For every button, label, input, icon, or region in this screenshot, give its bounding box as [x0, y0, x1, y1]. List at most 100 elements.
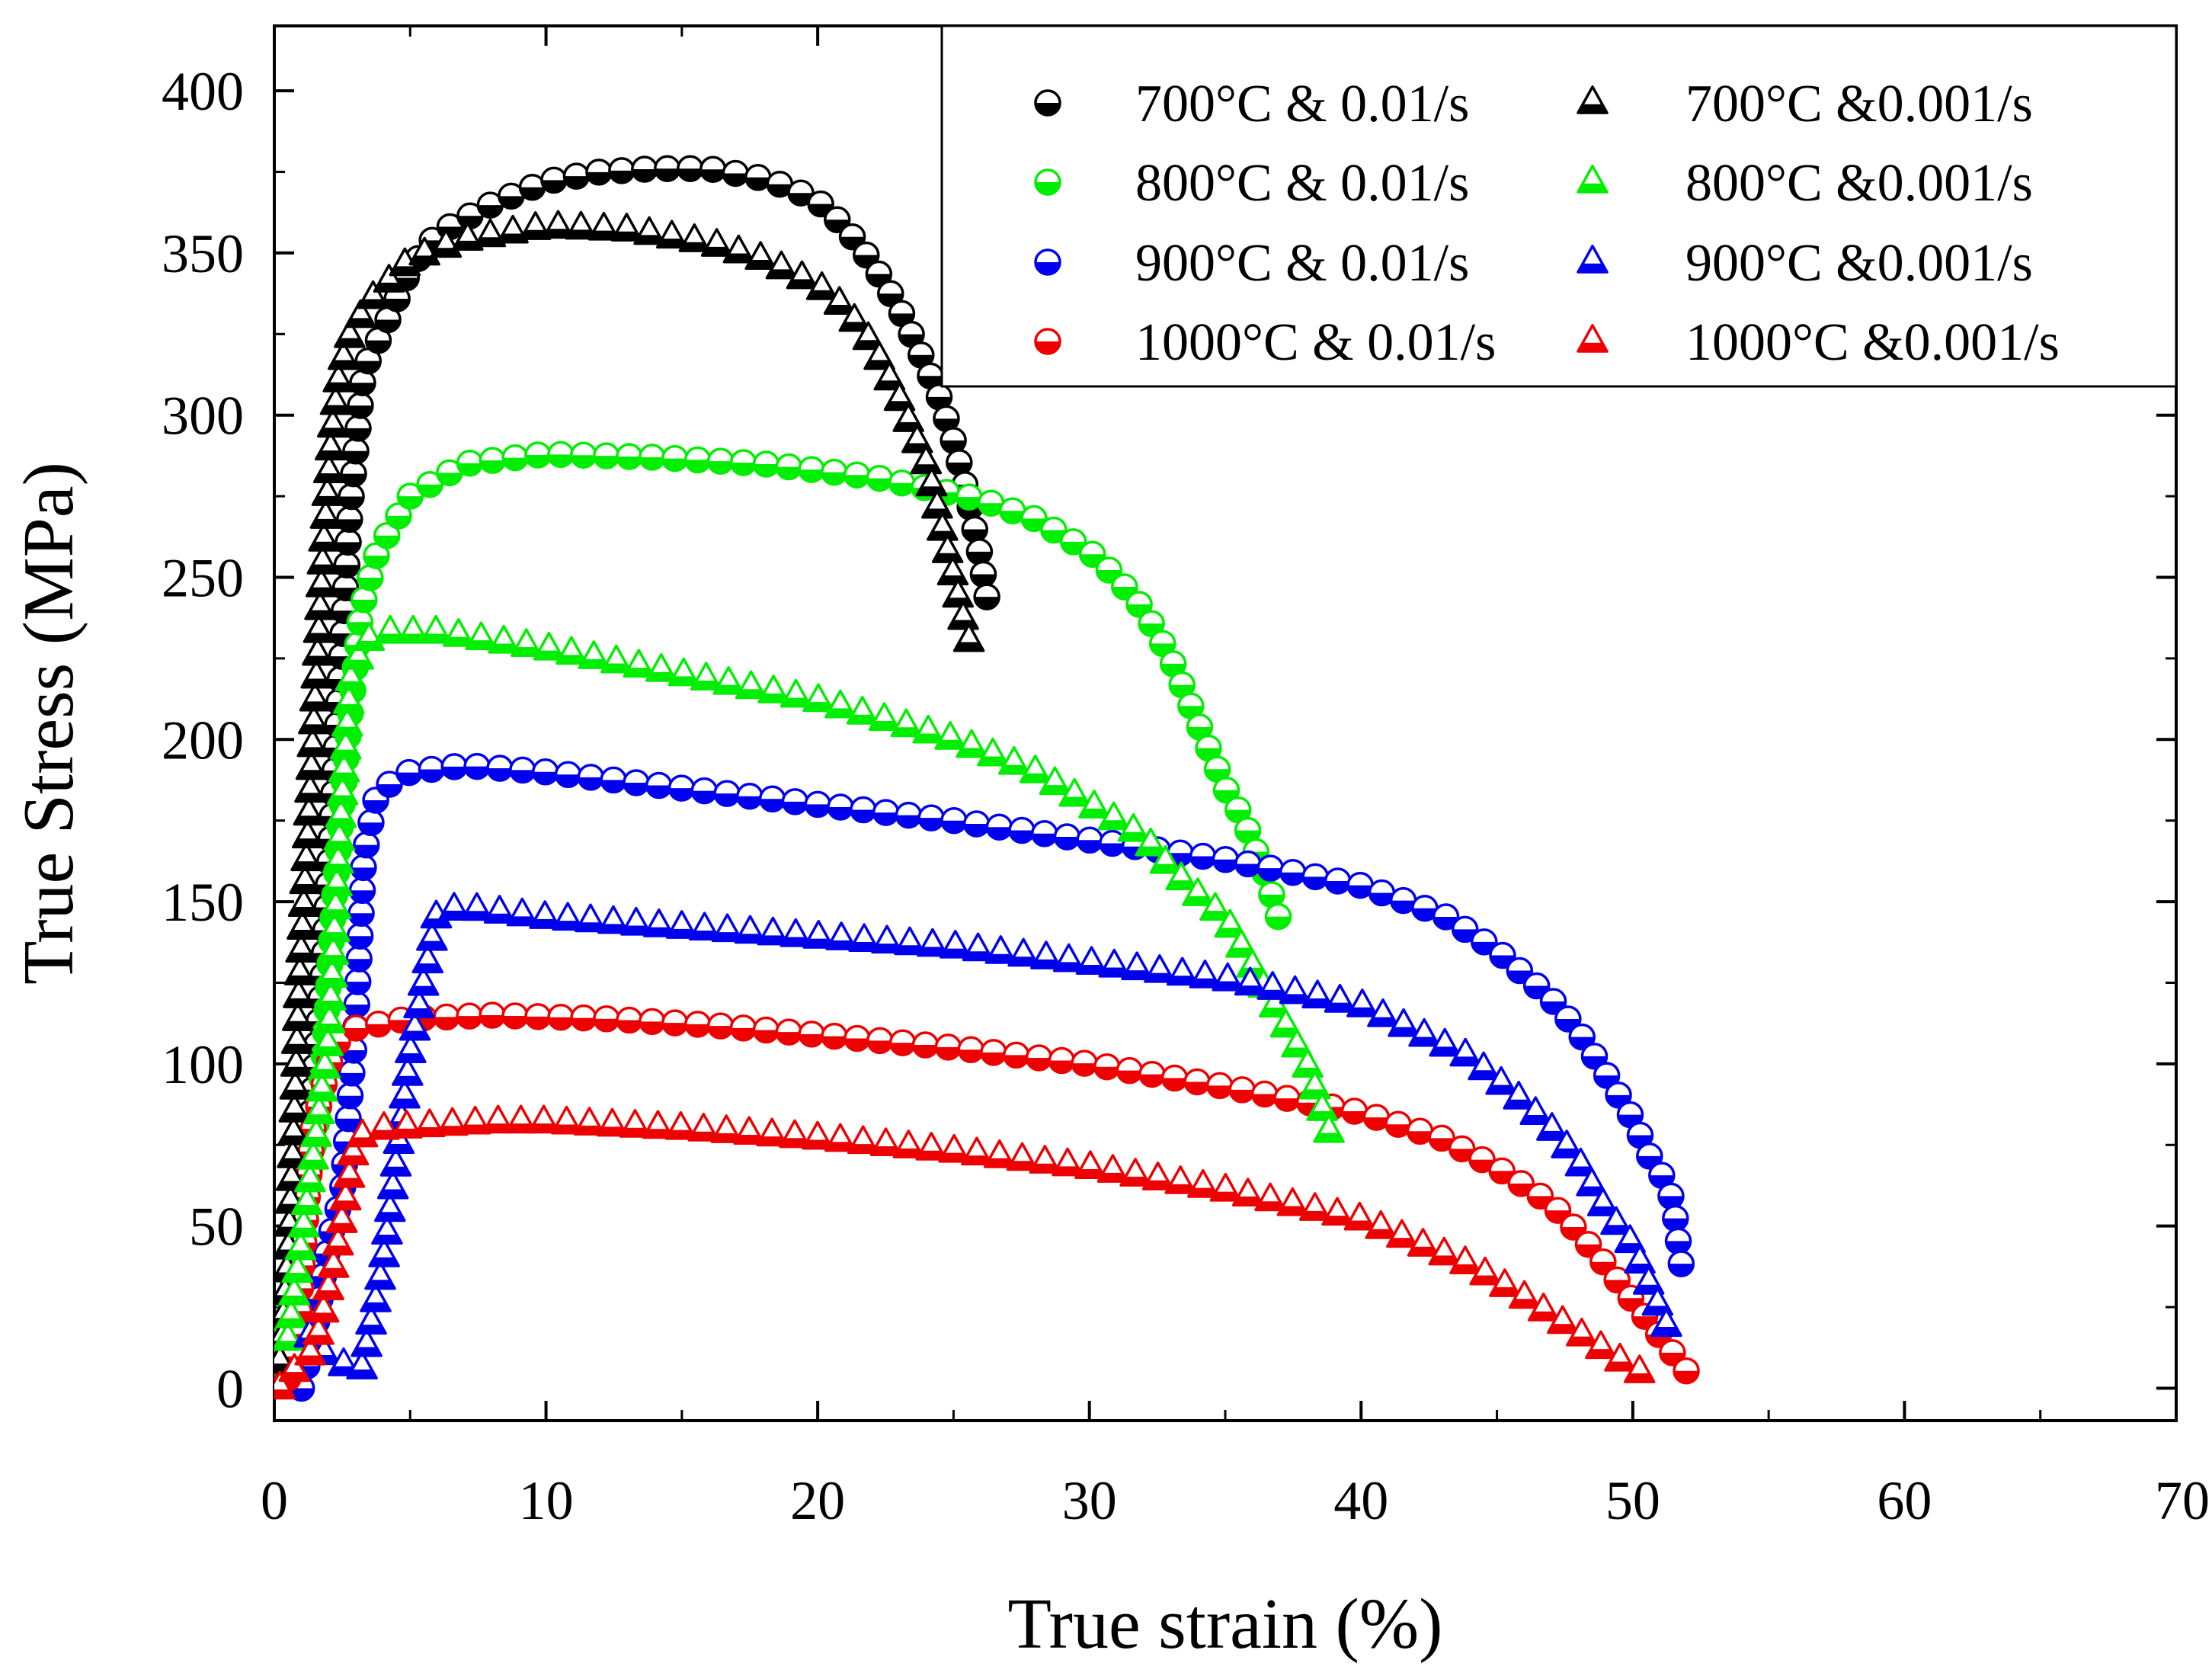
data-point: [319, 386, 352, 415]
data-point: [687, 1113, 720, 1142]
data-point: [802, 920, 835, 949]
y-tick-label: 300: [162, 386, 244, 447]
data-point: [1144, 953, 1176, 983]
data-point: [418, 755, 446, 783]
data-point: [342, 437, 370, 465]
data-point: [805, 271, 838, 300]
data-point: [407, 966, 440, 996]
data-point: [1234, 850, 1262, 878]
data-point: [411, 944, 444, 974]
data-point: [357, 280, 389, 309]
data-point: [368, 1110, 400, 1140]
data-point: [1093, 1053, 1121, 1081]
data-point: [555, 636, 587, 665]
data-point: [504, 1104, 537, 1134]
data-point: [866, 464, 894, 492]
data-point: [610, 213, 643, 242]
data-point: [397, 614, 429, 644]
data-point: [519, 211, 552, 240]
data-point: [1298, 1070, 1331, 1100]
data-point: [1321, 1197, 1353, 1226]
data-point: [344, 415, 372, 442]
legend-marker: [1034, 328, 1061, 355]
data-point: [287, 911, 319, 940]
data-point: [509, 756, 536, 784]
data-point: [1264, 902, 1292, 931]
data-point: [1187, 1169, 1219, 1198]
data-point: [1203, 755, 1231, 783]
data-point: [479, 1001, 506, 1029]
data-point: [334, 319, 366, 348]
data-point: [373, 264, 405, 293]
series-1: [274, 155, 1000, 1376]
data-point: [456, 449, 484, 477]
data-point: [962, 932, 994, 962]
data-point: [349, 369, 376, 396]
data-point: [547, 441, 575, 469]
data-point: [1298, 1192, 1331, 1221]
data-point: [315, 982, 347, 1011]
data-point: [287, 888, 320, 918]
legend-label: 1000°C & 0.01/s: [1135, 313, 1496, 372]
data-point: [443, 618, 475, 647]
data-point: [1468, 1146, 1496, 1174]
data-point: [383, 285, 411, 312]
data-point: [321, 867, 353, 897]
data-point: [775, 1018, 803, 1046]
data-point: [376, 1170, 409, 1200]
legend-marker: [1034, 248, 1061, 276]
data-point: [353, 831, 380, 859]
data-point: [838, 303, 871, 332]
data-point: [908, 341, 935, 369]
data-point: [357, 809, 385, 837]
data-point: [1234, 966, 1266, 996]
data-point: [985, 813, 1013, 841]
data-point: [385, 502, 412, 530]
data-point: [1212, 776, 1240, 804]
data-point: [667, 774, 696, 802]
data-point: [364, 1261, 396, 1290]
data-point: [980, 1039, 1007, 1066]
x-tick-label: 50: [1605, 1470, 1660, 1531]
data-point: [1039, 766, 1071, 796]
data-point: [570, 1004, 597, 1032]
data-point: [677, 155, 704, 183]
data-point: [600, 644, 632, 674]
data-point: [645, 653, 677, 682]
data-point: [684, 1011, 712, 1038]
legend-label: 800°C & 0.01/s: [1135, 154, 1469, 213]
data-point: [722, 159, 750, 187]
data-point: [1507, 1170, 1535, 1197]
data-point: [1117, 812, 1150, 842]
data-point: [1368, 879, 1396, 907]
data-point: [347, 899, 375, 928]
data-point: [1074, 1150, 1106, 1179]
data-point: [420, 614, 452, 644]
data-point: [940, 427, 967, 454]
data-point: [1141, 1162, 1174, 1190]
data-point: [711, 913, 744, 943]
data-point: [283, 979, 315, 1008]
data-point: [1301, 979, 1333, 1009]
data-point: [1547, 1305, 1579, 1335]
data-point: [775, 453, 803, 481]
data-point: [957, 1036, 984, 1064]
data-point: [965, 538, 994, 566]
data-point: [335, 1104, 362, 1133]
data-point: [459, 1105, 491, 1135]
data-point: [757, 674, 789, 703]
data-point: [277, 1117, 310, 1146]
data-point: [1279, 975, 1311, 1005]
legend-marker: [1577, 165, 1609, 194]
data-point: [479, 447, 507, 474]
data-point: [554, 761, 582, 789]
data-point: [1052, 943, 1085, 972]
data-point: [278, 1277, 310, 1306]
data-point: [328, 1347, 360, 1376]
data-point: [529, 900, 561, 929]
data-point: [488, 624, 520, 654]
x-tick-label: 70: [2155, 1470, 2210, 1531]
data-point: [1058, 777, 1090, 807]
data-point: [297, 1140, 329, 1170]
data-point: [1313, 1113, 1345, 1143]
